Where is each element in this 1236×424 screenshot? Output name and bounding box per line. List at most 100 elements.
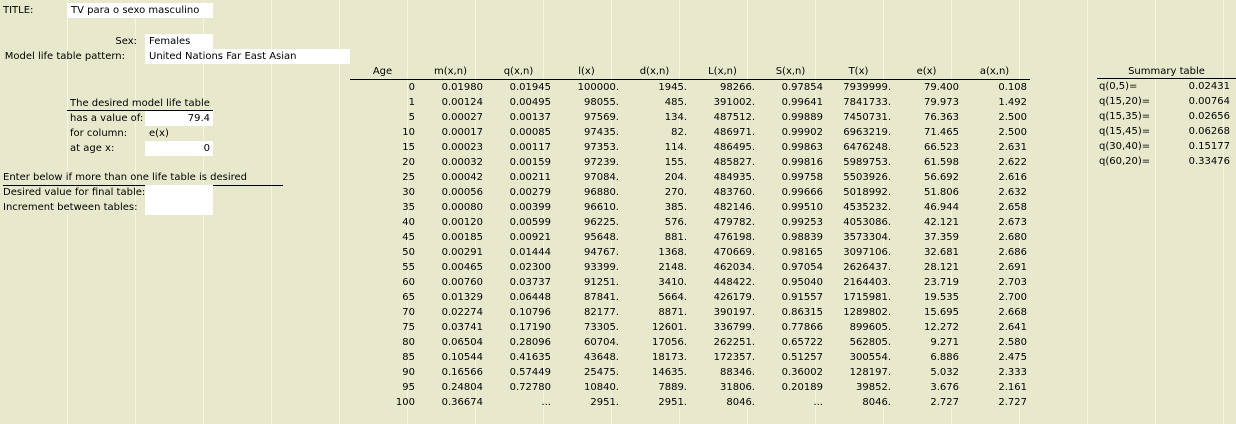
table-cell[interactable]: 0.99816: [781, 157, 823, 168]
table-cell[interactable]: 8046.: [726, 397, 755, 408]
table-cell[interactable]: 40: [402, 217, 415, 228]
table-cell[interactable]: 0.99253: [781, 217, 823, 228]
table-cell[interactable]: 2.641: [998, 322, 1027, 333]
table-cell[interactable]: 2.668: [998, 307, 1027, 318]
table-cell[interactable]: ...: [813, 397, 823, 408]
table-cell[interactable]: 0.00027: [441, 112, 483, 123]
table-cell[interactable]: 899605.: [849, 322, 891, 333]
table-cell[interactable]: 3410.: [658, 277, 687, 288]
table-cell[interactable]: 0.72780: [509, 382, 551, 393]
table-cell[interactable]: 2.500: [998, 127, 1027, 138]
table-cell[interactable]: 20: [402, 157, 415, 168]
table-cell[interactable]: 30: [402, 187, 415, 198]
table-cell[interactable]: 75: [402, 322, 415, 333]
table-cell[interactable]: 6.886: [930, 352, 959, 363]
table-cell[interactable]: 300554.: [849, 352, 891, 363]
table-cell[interactable]: 5.032: [930, 367, 959, 378]
table-cell[interactable]: 204.: [664, 172, 687, 183]
table-cell[interactable]: 7450731.: [843, 112, 891, 123]
table-cell[interactable]: 51.806: [924, 187, 959, 198]
table-cell[interactable]: 0.00056: [441, 187, 483, 198]
table-cell[interactable]: 0.00137: [509, 112, 551, 123]
table-cell[interactable]: 10: [402, 127, 415, 138]
table-cell[interactable]: 45: [402, 232, 415, 243]
table-cell[interactable]: 0.02274: [441, 307, 483, 318]
table-cell[interactable]: 485.: [664, 97, 687, 108]
table-cell[interactable]: 2164403.: [843, 277, 891, 288]
increment-input[interactable]: [145, 200, 213, 215]
table-cell[interactable]: 96880.: [584, 187, 619, 198]
table-cell[interactable]: 18173.: [652, 352, 687, 363]
table-cell[interactable]: 0.36002: [781, 367, 823, 378]
table-cell[interactable]: 17056.: [652, 337, 687, 348]
table-cell[interactable]: 61.598: [924, 157, 959, 168]
table-cell[interactable]: 85: [402, 352, 415, 363]
table-cell[interactable]: 2.691: [998, 262, 1027, 273]
table-cell[interactable]: 0.99863: [781, 142, 823, 153]
table-cell[interactable]: 3573304.: [843, 232, 891, 243]
table-cell[interactable]: 35: [402, 202, 415, 213]
table-cell[interactable]: 3097106.: [843, 247, 891, 258]
table-cell[interactable]: 90: [402, 367, 415, 378]
table-cell[interactable]: 0.00185: [441, 232, 483, 243]
table-cell[interactable]: 2.703: [998, 277, 1027, 288]
table-cell[interactable]: 6476248.: [843, 142, 891, 153]
table-cell[interactable]: 0.36674: [441, 397, 483, 408]
table-cell[interactable]: 155.: [664, 157, 687, 168]
table-cell[interactable]: 0.01980: [441, 82, 483, 93]
table-cell[interactable]: 390197.: [713, 307, 755, 318]
table-cell[interactable]: 2.700: [998, 292, 1027, 303]
table-cell[interactable]: 0.65722: [781, 337, 823, 348]
table-cell[interactable]: 881.: [664, 232, 687, 243]
table-cell[interactable]: 12.272: [924, 322, 959, 333]
table-cell[interactable]: 0.10796: [509, 307, 551, 318]
pattern-input[interactable]: United Nations Far East Asian: [145, 49, 350, 64]
table-cell[interactable]: 0.86315: [781, 307, 823, 318]
table-cell[interactable]: 476198.: [713, 232, 755, 243]
table-cell[interactable]: 172357.: [713, 352, 755, 363]
age-x-input[interactable]: 0: [145, 141, 213, 156]
table-cell[interactable]: 3.676: [930, 382, 959, 393]
table-cell[interactable]: 0.00124: [441, 97, 483, 108]
table-cell[interactable]: 14635.: [652, 367, 687, 378]
table-cell[interactable]: 0.99666: [781, 187, 823, 198]
table-cell[interactable]: 448422.: [713, 277, 755, 288]
table-cell[interactable]: 0.00211: [509, 172, 551, 183]
table-cell[interactable]: 0.00921: [509, 232, 551, 243]
table-cell[interactable]: 479782.: [713, 217, 755, 228]
table-cell[interactable]: 97084.: [584, 172, 619, 183]
table-cell[interactable]: 97569.: [584, 112, 619, 123]
table-cell[interactable]: 7939999.: [843, 82, 891, 93]
table-cell[interactable]: 37.359: [924, 232, 959, 243]
table-cell[interactable]: 95: [402, 382, 415, 393]
table-cell[interactable]: 0.99902: [781, 127, 823, 138]
table-cell[interactable]: 15.695: [924, 307, 959, 318]
table-cell[interactable]: 0.00117: [509, 142, 551, 153]
table-cell[interactable]: 2.686: [998, 247, 1027, 258]
table-cell[interactable]: 0.98839: [781, 232, 823, 243]
table-cell[interactable]: 19.535: [924, 292, 959, 303]
table-cell[interactable]: 0.03741: [441, 322, 483, 333]
table-cell[interactable]: 0.97854: [781, 82, 823, 93]
table-cell[interactable]: 2.616: [998, 172, 1027, 183]
table-cell[interactable]: 1.492: [998, 97, 1027, 108]
table-cell[interactable]: 71.465: [924, 127, 959, 138]
table-cell[interactable]: 486495.: [713, 142, 755, 153]
table-cell[interactable]: 46.944: [924, 202, 959, 213]
table-cell[interactable]: 31806.: [720, 382, 755, 393]
table-cell[interactable]: 79.973: [924, 97, 959, 108]
table-cell[interactable]: 1289802.: [843, 307, 891, 318]
table-cell[interactable]: 94767.: [584, 247, 619, 258]
table-cell[interactable]: 0.91557: [781, 292, 823, 303]
table-cell[interactable]: 80: [402, 337, 415, 348]
table-cell[interactable]: 60: [402, 277, 415, 288]
table-cell[interactable]: 483760.: [713, 187, 755, 198]
table-cell[interactable]: 39852.: [856, 382, 891, 393]
table-cell[interactable]: 0.24804: [441, 382, 483, 393]
table-cell[interactable]: 70: [402, 307, 415, 318]
table-cell[interactable]: 12601.: [652, 322, 687, 333]
table-cell[interactable]: 0.41635: [509, 352, 551, 363]
table-cell[interactable]: 2.680: [998, 232, 1027, 243]
table-cell[interactable]: 5018992.: [843, 187, 891, 198]
table-cell[interactable]: 0.00085: [509, 127, 551, 138]
